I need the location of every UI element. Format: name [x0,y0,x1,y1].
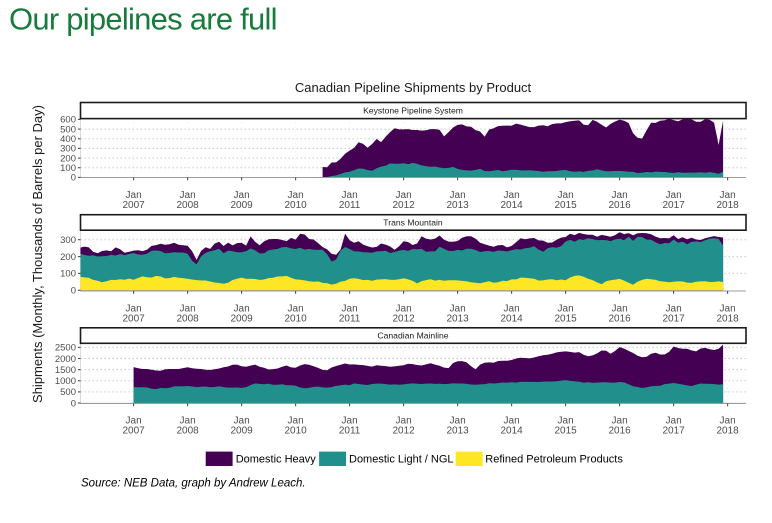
svg-text:2017: 2017 [662,200,685,211]
svg-text:Jan: Jan [450,303,466,314]
svg-text:300: 300 [60,144,76,155]
svg-text:Jan: Jan [720,190,736,201]
svg-text:2017: 2017 [662,426,685,437]
svg-text:Shipments (Monthly, Thousands: Shipments (Monthly, Thousands of Barrels… [30,105,45,403]
svg-text:200: 200 [60,153,76,164]
svg-text:600: 600 [60,115,76,126]
svg-text:2014: 2014 [500,426,523,437]
svg-text:2009: 2009 [230,200,253,211]
svg-text:Jan: Jan [234,190,250,201]
svg-text:2008: 2008 [176,426,199,437]
svg-text:Trans Mountain: Trans Mountain [383,218,443,228]
svg-text:2009: 2009 [230,313,253,324]
svg-text:2010: 2010 [284,426,307,437]
svg-text:300: 300 [60,235,76,246]
svg-text:2011: 2011 [339,313,361,324]
svg-text:100: 100 [60,163,76,174]
svg-text:Jan: Jan [342,303,358,314]
svg-text:2015: 2015 [554,200,577,211]
svg-text:2015: 2015 [554,313,577,324]
svg-text:Domestic Light / NGL: Domestic Light / NGL [349,453,454,465]
svg-text:Jan: Jan [180,190,196,201]
svg-text:Jan: Jan [504,303,520,314]
svg-text:2014: 2014 [500,200,523,211]
svg-text:Jan: Jan [342,190,358,201]
svg-text:2009: 2009 [230,426,253,437]
svg-text:2011: 2011 [339,426,361,437]
svg-text:Canadian Mainline: Canadian Mainline [377,331,448,341]
svg-text:Jan: Jan [396,416,412,427]
svg-text:2007: 2007 [122,200,145,211]
svg-text:2017: 2017 [662,313,685,324]
svg-text:1000: 1000 [55,376,76,387]
svg-text:Jan: Jan [450,190,466,201]
svg-text:Jan: Jan [126,416,142,427]
svg-text:Jan: Jan [612,303,628,314]
svg-text:2012: 2012 [392,426,415,437]
svg-text:2016: 2016 [608,313,631,324]
svg-text:Jan: Jan [558,190,574,201]
svg-text:2011: 2011 [339,200,361,211]
svg-text:Jan: Jan [558,416,574,427]
svg-text:1500: 1500 [55,365,76,376]
svg-text:Jan: Jan [504,416,520,427]
svg-text:Jan: Jan [450,416,466,427]
svg-text:Jan: Jan [288,190,304,201]
svg-text:2016: 2016 [608,426,631,437]
svg-text:2010: 2010 [284,200,307,211]
svg-text:Jan: Jan [342,416,358,427]
svg-text:200: 200 [60,252,76,263]
svg-text:2007: 2007 [122,313,145,324]
svg-text:Jan: Jan [666,303,682,314]
svg-text:2018: 2018 [716,200,739,211]
svg-text:2012: 2012 [392,313,415,324]
svg-text:2013: 2013 [446,313,469,324]
svg-text:400: 400 [60,134,76,145]
svg-text:100: 100 [60,269,76,280]
svg-text:2015: 2015 [554,426,577,437]
svg-text:500: 500 [60,124,76,135]
svg-text:2014: 2014 [500,313,523,324]
svg-text:2012: 2012 [392,200,415,211]
svg-text:Jan: Jan [288,416,304,427]
svg-text:2007: 2007 [122,426,145,437]
svg-text:2013: 2013 [446,200,469,211]
svg-text:Jan: Jan [126,303,142,314]
svg-text:2013: 2013 [446,426,469,437]
svg-text:Jan: Jan [666,190,682,201]
svg-text:Canadian Pipeline Shipments by: Canadian Pipeline Shipments by Product [295,80,532,95]
svg-text:Source: NEB Data, graph by And: Source: NEB Data, graph by Andrew Leach. [81,478,306,490]
svg-text:2018: 2018 [716,426,739,437]
svg-text:2000: 2000 [55,354,76,365]
svg-text:Jan: Jan [666,416,682,427]
svg-text:0: 0 [71,398,76,409]
svg-text:Our pipelines are full: Our pipelines are full [9,2,277,37]
svg-text:2008: 2008 [176,313,199,324]
svg-text:2010: 2010 [284,313,307,324]
svg-text:Refined Petroleum Products: Refined Petroleum Products [485,453,623,465]
svg-text:Jan: Jan [180,303,196,314]
svg-text:2500: 2500 [55,343,76,354]
svg-text:Jan: Jan [396,303,412,314]
svg-text:0: 0 [71,173,76,184]
svg-text:Jan: Jan [288,303,304,314]
svg-text:Jan: Jan [234,303,250,314]
svg-text:2008: 2008 [176,200,199,211]
svg-text:2016: 2016 [608,200,631,211]
svg-text:Jan: Jan [234,416,250,427]
svg-text:Domestic Heavy: Domestic Heavy [236,453,317,465]
svg-text:Jan: Jan [558,303,574,314]
svg-text:Jan: Jan [180,416,196,427]
svg-text:Jan: Jan [126,190,142,201]
svg-text:Jan: Jan [720,303,736,314]
svg-text:Keystone Pipeline System: Keystone Pipeline System [363,106,463,116]
svg-text:Jan: Jan [612,416,628,427]
svg-text:Jan: Jan [612,190,628,201]
svg-text:2018: 2018 [716,313,739,324]
svg-text:Jan: Jan [396,190,412,201]
svg-text:0: 0 [71,286,76,297]
svg-text:Jan: Jan [720,416,736,427]
svg-text:500: 500 [60,387,76,398]
svg-text:Jan: Jan [504,190,520,201]
